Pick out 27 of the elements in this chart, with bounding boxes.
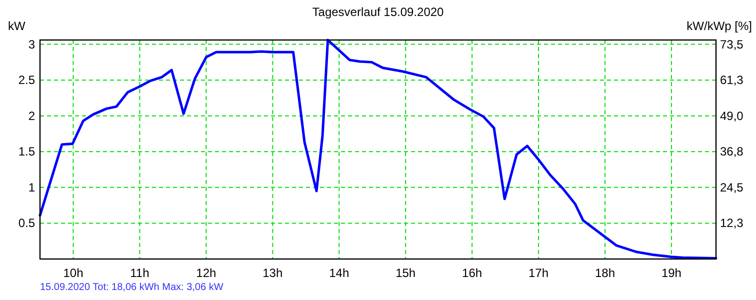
y2-tick-label: 36,8: [720, 144, 744, 159]
line-series: [38, 38, 718, 260]
chart-title: Tagesverlauf 15.09.2020: [312, 5, 444, 19]
y-tick-label: 1: [28, 180, 36, 194]
x-tick-label: 13h: [262, 266, 283, 280]
x-tick-label: 10h: [63, 266, 84, 280]
text: 15.09.2020 Tot: 18,06 kWh Max: 3,06 kW: [40, 282, 224, 293]
y2-tick-label: 49,0: [720, 108, 744, 123]
x-tick-label: 17h: [528, 266, 549, 280]
y-tick-label: 2: [28, 108, 36, 123]
y2-tick-label: 61,3: [720, 73, 744, 88]
y-axis-title: kW: [8, 19, 26, 33]
x-tick-label: 12h: [196, 266, 216, 280]
y2-tick-label: 73,5: [720, 37, 744, 52]
y-tick-label: 1.5: [18, 144, 36, 159]
x-tick-label: 14h: [329, 266, 350, 280]
x-tick-label: 16h: [462, 266, 482, 280]
x-tick-label: 18h: [594, 266, 616, 280]
y2-tick-label: 12,3: [720, 216, 744, 230]
y2-axis-title: kW/kWp [%]: [686, 19, 752, 33]
x-tick-label: 19h: [661, 266, 682, 280]
y-tick-label: 2.5: [18, 73, 36, 88]
x-tick-label: 11h: [130, 266, 150, 280]
y-tick-label: 3: [28, 37, 36, 52]
y-tick-label: 0.5: [18, 216, 36, 230]
y2-tick-label: 24,5: [720, 180, 744, 194]
x-tick-label: 15h: [396, 266, 416, 280]
